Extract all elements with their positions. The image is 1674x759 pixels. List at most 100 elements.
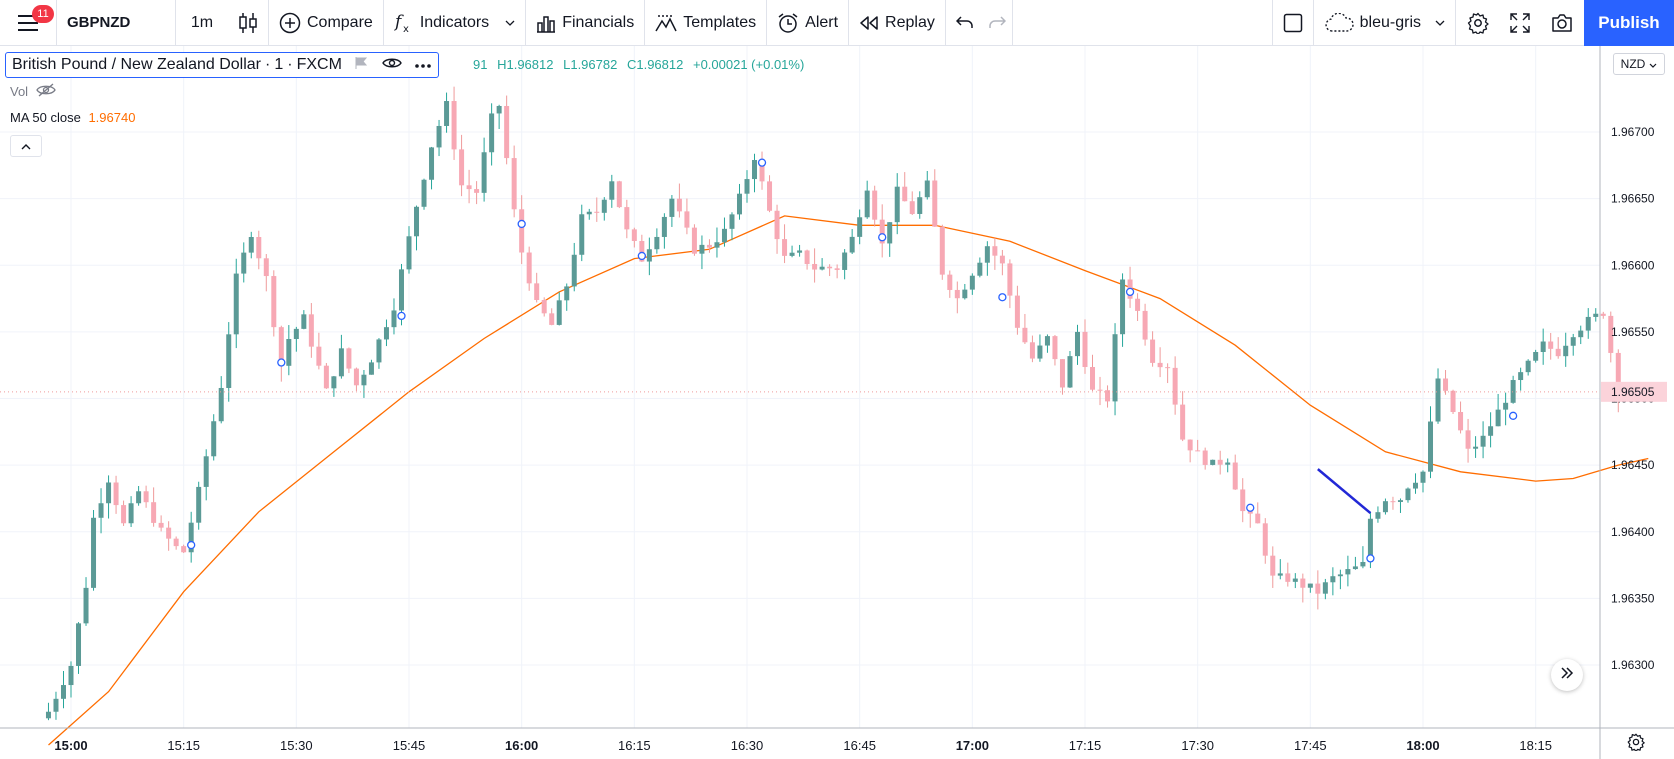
interval-button[interactable]: 1m [190,13,214,31]
candles-icon [238,12,258,34]
candle-body [804,250,810,264]
toolbar-divider [644,0,646,46]
candle-body [887,222,893,244]
ohlc-low: L1.96782 [563,57,618,72]
candle-body [1608,315,1614,353]
candle [1375,506,1381,523]
candle [1232,454,1238,490]
candle [263,254,269,292]
candle [1255,502,1261,524]
candle-body [1405,488,1411,501]
select-layout-button[interactable] [1273,0,1313,46]
layout-name: bleu-gris [1359,13,1421,31]
candle-body [744,179,750,194]
candle [1593,308,1599,322]
candle-body [383,327,389,340]
candle [1412,473,1418,494]
scroll-to-realtime-button[interactable] [1551,659,1583,691]
financials-button[interactable]: Financials [526,0,644,46]
candle-body [68,665,74,686]
compare-button[interactable]: Compare [269,0,383,46]
chart-type-button[interactable] [228,0,268,46]
candle-body [106,482,112,504]
drawings-layer [1317,468,1372,515]
symbol-search-button[interactable]: GBPNZD [67,14,131,31]
candle [1585,308,1591,339]
candle-body [864,190,870,218]
candle-body [969,275,975,290]
candle [752,153,758,193]
publish-button[interactable]: Publish [1584,0,1674,46]
eye-icon[interactable] [382,56,402,75]
more-icon[interactable] [414,56,432,74]
chevron-down-icon[interactable] [1435,20,1445,26]
redo-button[interactable] [978,0,1012,46]
candle [1307,583,1313,593]
candle [1360,546,1366,569]
volume-legend[interactable]: Vol [10,83,56,100]
redo-icon [988,15,1006,30]
toolbar-divider [268,0,269,46]
time-tick-label: 17:30 [1181,738,1214,753]
candle-body [188,522,194,553]
templates-button[interactable]: Templates [645,0,766,46]
candle [91,509,97,591]
candle-body [1345,569,1351,575]
chevron-down-icon[interactable] [505,20,515,26]
candle [241,242,247,283]
undo-button[interactable] [946,0,978,46]
candle [684,198,690,235]
candle-body [947,274,953,290]
candle [1225,458,1231,473]
replay-button[interactable]: Replay [849,0,945,46]
price-tick-label: 1.96450 [1611,458,1655,472]
candle [1292,573,1298,589]
currency-selector[interactable]: NZD [1613,53,1665,75]
settings-button[interactable] [1456,0,1500,46]
toolbar-divider [1011,0,1013,46]
collapse-legend-button[interactable] [10,135,42,157]
candle [767,175,773,213]
axes-layer: 1.967001.966501.966001.965501.965001.964… [0,46,1674,759]
snapshot-button[interactable] [1540,0,1584,46]
candle [338,334,344,379]
price-chart[interactable]: 1.967001.966501.966001.965501.965001.964… [0,46,1674,759]
candle [1382,498,1388,515]
save-layout-button[interactable]: bleu-gris [1314,0,1455,46]
candle-body [549,313,555,325]
fullscreen-button[interactable] [1500,0,1540,46]
candle [173,536,179,550]
candle-body [248,237,254,253]
candle [1450,389,1456,415]
candle-body [444,101,450,126]
candle-body [1390,501,1396,503]
candle [1270,546,1276,588]
time-tick-label: 18:15 [1519,738,1552,753]
candle-body [1382,501,1388,513]
main-menu-button[interactable]: 11 [0,0,56,46]
candle-body [1202,450,1208,465]
ma-legend[interactable]: MA 50 close 1.96740 [10,110,135,125]
candle-body [1037,345,1043,359]
chart-settings-button[interactable] [1627,733,1645,756]
candle-body [609,181,615,200]
candle-body [98,503,104,518]
candle [121,500,127,526]
candle [1082,319,1088,374]
candle [1533,349,1539,363]
flag-icon[interactable] [354,56,368,75]
candle [902,172,908,202]
signal-marker [757,158,767,167]
eye-hidden-icon[interactable] [36,83,56,100]
legend-exchange: FXCM [296,56,342,73]
candle-body [1210,459,1216,465]
candle [1578,325,1584,345]
candle [579,204,585,262]
candle-body [1503,402,1509,410]
candle-body [1292,578,1298,582]
symbol-legend[interactable]: British Pound / New Zealand Dollar · 1 ·… [5,52,439,78]
templates-label: Templates [683,13,757,31]
alert-button[interactable]: Alert [767,0,848,46]
candle [1157,347,1163,378]
